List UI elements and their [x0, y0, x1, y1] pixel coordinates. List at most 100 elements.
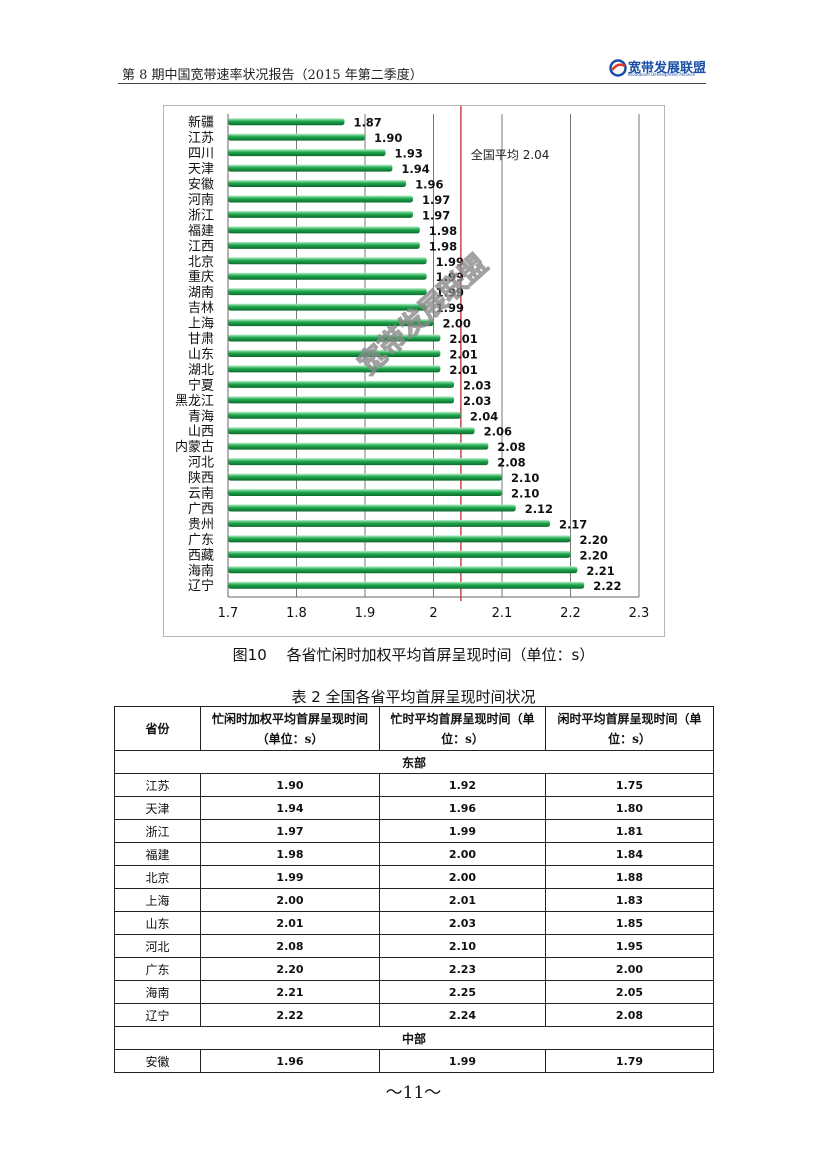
bar	[228, 349, 441, 357]
bar	[228, 489, 502, 497]
category-label: 北京	[188, 255, 214, 270]
table-row: 广东 2.20 2.23 2.00	[114, 957, 714, 981]
value-cell: 2.21	[200, 980, 380, 1004]
province-cell: 海南	[114, 980, 201, 1004]
bar	[228, 133, 365, 141]
value-cell: 1.81	[545, 819, 714, 843]
province-cell: 浙江	[114, 819, 201, 843]
bar	[228, 519, 550, 527]
category-label: 江西	[188, 239, 214, 254]
value-cell: 1.80	[545, 796, 714, 820]
value-cell: 1.92	[379, 773, 546, 797]
table-section-row: 东部	[114, 750, 714, 774]
value-cell: 1.98	[200, 842, 380, 866]
data-label: 1.93	[395, 147, 423, 161]
logo-text: 宽带发展联盟	[628, 61, 707, 76]
category-label: 内蒙古	[175, 439, 214, 455]
x-tick-label: 2.2	[560, 606, 581, 621]
bar	[228, 226, 420, 234]
data-label: 1.90	[374, 131, 402, 145]
category-label: 四川	[188, 147, 214, 162]
value-cell: 2.05	[545, 980, 714, 1004]
data-label: 1.99	[436, 286, 464, 300]
value-cell: 2.20	[200, 957, 380, 981]
section-label: 中部	[114, 1026, 714, 1050]
value-cell: 1.99	[379, 819, 546, 843]
bar	[228, 581, 585, 589]
data-label: 2.22	[593, 579, 621, 593]
figure-caption: 图10 各省忙闲时加权平均首屏呈现时间（单位：s）	[232, 646, 595, 664]
value-cell: 1.99	[200, 865, 380, 889]
data-table: 省份 忙闲时加权平均首屏呈现时间（单位：s） 忙时平均首屏呈现时间（单位：s） 闲时平…	[114, 706, 714, 1073]
data-label: 1.98	[429, 224, 457, 238]
bar	[228, 396, 455, 404]
value-cell: 1.97	[200, 819, 380, 843]
logo-subtext: Broadband Development Alliance	[628, 72, 695, 77]
value-cell: 1.99	[379, 1049, 546, 1073]
value-cell: 1.94	[200, 796, 380, 820]
category-label: 湖南	[188, 285, 214, 301]
bar	[228, 303, 427, 311]
data-label: 2.10	[511, 487, 539, 501]
data-label: 1.97	[422, 208, 450, 222]
bar	[228, 288, 427, 296]
table-header-row: 省份 忙闲时加权平均首屏呈现时间（单位：s） 忙时平均首屏呈现时间（单位：s） 闲时平…	[114, 706, 714, 751]
table-section-row: 中部	[114, 1026, 714, 1050]
value-cell: 1.90	[200, 773, 380, 797]
value-cell: 1.75	[545, 773, 714, 797]
province-cell: 江苏	[114, 773, 201, 797]
category-label: 广东	[188, 533, 214, 548]
value-cell: 2.01	[379, 888, 546, 912]
x-tick-label: 2	[429, 606, 437, 621]
value-cell: 2.25	[379, 980, 546, 1004]
province-cell: 上海	[114, 888, 201, 912]
table-header-cell: 忙时平均首屏呈现时间（单位：s）	[379, 706, 546, 751]
bar-chart: 1.7 1.8 1.9 2 2.1 2.2 2.3 全国平均 2.04 新疆 1.87 江苏 1.90…	[175, 106, 650, 621]
table-row: 上海 2.00 2.01 1.83	[114, 888, 714, 912]
table-header-cell: 省份	[114, 706, 201, 751]
value-cell: 1.96	[379, 796, 546, 820]
category-label: 云南	[188, 486, 214, 502]
bar	[228, 319, 434, 327]
bar	[228, 550, 571, 558]
header-title: 第 8 期中国宽带速率状况报告（2015 年第二季度）	[122, 68, 423, 83]
value-cell: 2.22	[200, 1003, 380, 1027]
province-cell: 山东	[114, 911, 201, 935]
x-tick-label: 2.3	[629, 606, 650, 621]
data-label: 2.17	[559, 517, 587, 531]
bar	[228, 180, 407, 188]
value-cell: 1.84	[545, 842, 714, 866]
bar	[228, 442, 489, 450]
data-label: 2.08	[497, 456, 525, 470]
table-body: 东部 江苏 1.90 1.92 1.75 天津 1.94 1.96 1.80 浙江 1.97 1.99…	[114, 750, 714, 1073]
table-row: 福建 1.98 2.00 1.84	[114, 842, 714, 866]
category-label: 陕西	[188, 471, 214, 486]
value-cell: 1.83	[545, 888, 714, 912]
table-row: 江苏 1.90 1.92 1.75	[114, 773, 714, 797]
category-label: 天津	[188, 162, 214, 177]
category-label: 福建	[188, 224, 214, 239]
category-label: 重庆	[188, 269, 214, 285]
bar	[228, 504, 516, 512]
data-label: 2.01	[449, 363, 477, 377]
bar	[228, 334, 441, 342]
bar	[228, 118, 345, 126]
table-row: 天津 1.94 1.96 1.80	[114, 796, 714, 820]
province-cell: 天津	[114, 796, 201, 820]
data-label: 2.06	[484, 425, 512, 439]
bar	[228, 458, 489, 466]
value-cell: 1.96	[200, 1049, 380, 1073]
bar	[228, 535, 571, 543]
value-cell: 1.85	[545, 911, 714, 935]
category-label: 安徽	[188, 178, 214, 193]
category-label: 河北	[188, 456, 214, 471]
category-label: 浙江	[188, 208, 214, 223]
province-cell: 河北	[114, 934, 201, 958]
value-cell: 2.00	[379, 865, 546, 889]
data-label: 2.00	[443, 317, 471, 331]
province-cell: 广东	[114, 957, 201, 981]
category-label: 广西	[188, 502, 214, 517]
value-cell: 2.00	[545, 957, 714, 981]
province-cell: 北京	[114, 865, 201, 889]
bar	[228, 210, 413, 218]
